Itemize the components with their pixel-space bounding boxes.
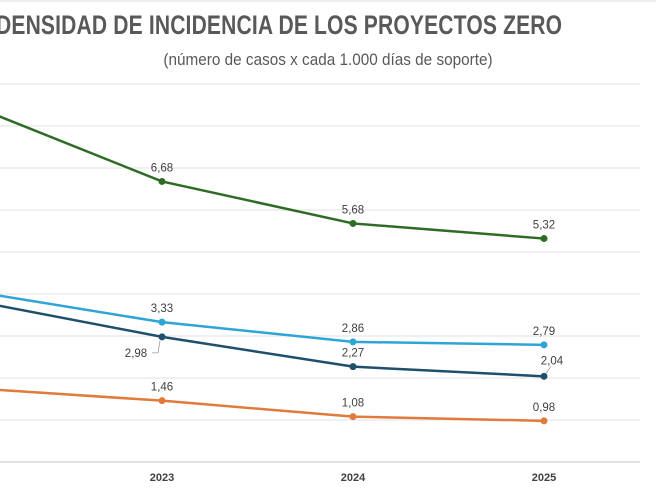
series-line	[0, 304, 545, 378]
chart-subtitle: (número de casos x cada 1.000 días de so…	[163, 50, 493, 69]
data-point	[540, 341, 548, 349]
data-point	[158, 177, 166, 185]
data-label: 1,08	[342, 398, 364, 410]
leader-line	[545, 366, 552, 374]
series-line	[0, 294, 545, 347]
data-label: 2,79	[533, 326, 555, 338]
data-label: 0,98	[533, 402, 555, 414]
data-point	[349, 363, 357, 371]
data-label: 5,68	[342, 204, 364, 216]
data-label: 3,33	[151, 303, 173, 315]
data-label: 5,32	[533, 220, 555, 232]
data-label: 2,27	[342, 348, 364, 360]
data-point	[158, 318, 166, 326]
data-point	[349, 338, 357, 346]
data-label: 2,04	[541, 355, 564, 367]
x-tick-label: 2025	[532, 472, 556, 484]
chart-border	[0, 0, 656, 2]
chart-title: DENSIDAD DE INCIDENCIA DE LOS PROYECTOS …	[0, 10, 563, 40]
data-point	[158, 397, 166, 405]
data-point	[349, 219, 357, 227]
x-tick-label: 2024	[341, 472, 366, 484]
data-label: 1,46	[151, 382, 173, 394]
data-point	[540, 417, 548, 425]
data-label: 2,98	[125, 348, 147, 360]
series-line	[0, 388, 545, 423]
data-label: 6,68	[151, 162, 173, 174]
data-label: 2,86	[342, 323, 364, 335]
leader-line	[152, 340, 161, 354]
data-point	[540, 372, 548, 380]
data-point	[349, 413, 357, 421]
x-tick-label: 2023	[150, 472, 174, 484]
data-point	[158, 333, 166, 341]
data-point	[540, 235, 548, 243]
series-line	[0, 115, 545, 240]
